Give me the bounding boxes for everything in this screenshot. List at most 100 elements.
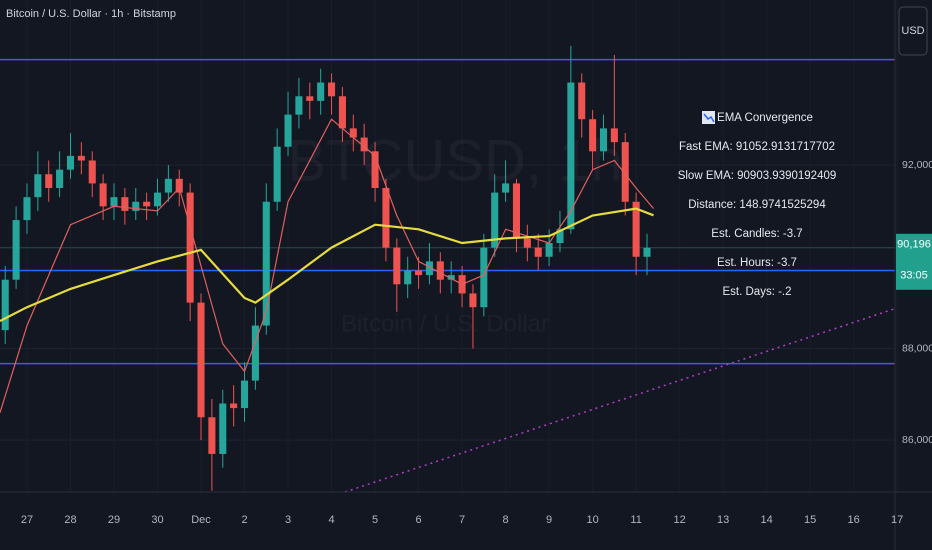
- candle-body: [230, 403, 238, 409]
- candle: [45, 160, 53, 202]
- candle: [589, 110, 597, 170]
- info-line: Slow EMA: 90903.9390192409: [678, 170, 837, 182]
- candle: [643, 233, 651, 276]
- candle: [512, 178, 520, 253]
- candle: [610, 55, 618, 156]
- candle: [415, 256, 423, 289]
- candle-body: [436, 261, 444, 280]
- candle-body: [77, 155, 85, 161]
- x-tick-label: 13: [717, 514, 729, 526]
- x-tick-label: 15: [804, 514, 816, 526]
- candle: [632, 192, 640, 276]
- candle-body: [56, 169, 64, 188]
- x-tick-label: 29: [108, 514, 120, 526]
- currency-label[interactable]: USD: [901, 25, 924, 37]
- candle-body: [132, 201, 140, 211]
- info-panel: EMA Convergence Fast EMA: 91052.913171770…: [678, 112, 837, 298]
- info-line: Fast EMA: 91052.9131717702: [679, 141, 835, 153]
- candle: [1, 265, 9, 344]
- candle-body: [502, 183, 510, 193]
- candle-body: [643, 247, 651, 257]
- candle: [273, 128, 281, 211]
- candle-body: [578, 82, 586, 120]
- candle-body: [99, 183, 107, 207]
- candle-body: [45, 174, 53, 188]
- candle-body: [110, 197, 118, 207]
- candle: [66, 132, 75, 179]
- candle-body: [491, 192, 499, 248]
- candle: [132, 187, 140, 221]
- candle-body: [599, 128, 608, 152]
- trendline: [344, 307, 896, 493]
- info-line: Est. Hours: -3.7: [717, 257, 797, 269]
- candle-body: [512, 183, 520, 239]
- x-tick-label: 3: [285, 514, 291, 526]
- candle: [197, 293, 205, 441]
- x-tick-label: 2: [241, 514, 247, 526]
- icon-bg: [702, 111, 715, 124]
- icon-line: [703, 113, 715, 123]
- candle-body: [317, 82, 325, 101]
- x-tick-label: 12: [674, 514, 686, 526]
- candle-body: [545, 243, 553, 257]
- info-line: Distance: 148.9741525294: [688, 199, 826, 211]
- info-line: Est. Days: -.2: [722, 286, 791, 298]
- candle-body: [338, 96, 346, 129]
- candle: [153, 178, 162, 216]
- candle: [77, 142, 85, 175]
- candle-body: [273, 146, 281, 202]
- candle-body: [480, 247, 488, 308]
- currency-button[interactable]: [898, 6, 928, 56]
- x-tick-label: 11: [630, 514, 641, 526]
- x-tick-label: 16: [848, 514, 860, 526]
- candle-body: [143, 201, 151, 207]
- x-tick-label: 5: [372, 514, 378, 526]
- last-price-label: 90,196: [897, 239, 931, 251]
- candle-body: [415, 270, 423, 276]
- candle-body: [360, 137, 368, 152]
- candle-body: [175, 178, 183, 193]
- last-price-box: [896, 233, 932, 290]
- candle: [12, 206, 20, 289]
- candle-body: [425, 261, 433, 276]
- candle: [425, 243, 433, 285]
- candle: [208, 398, 216, 491]
- candle-body: [153, 192, 162, 207]
- candle-body: [240, 380, 249, 409]
- candle-body: [219, 403, 227, 454]
- candle-body: [589, 119, 597, 152]
- candle: [284, 91, 292, 156]
- candle: [88, 151, 96, 198]
- chart-title: Bitcoin / U.S. Dollar · 1h · Bitstamp: [6, 8, 176, 20]
- candle-body: [447, 275, 455, 280]
- candle: [349, 114, 357, 152]
- candle-body: [306, 96, 314, 101]
- candle: [382, 178, 390, 262]
- candle: [523, 224, 531, 262]
- candle: [371, 142, 379, 202]
- candle: [447, 261, 455, 294]
- candle: [317, 68, 325, 115]
- candle: [164, 165, 172, 202]
- candle-body: [262, 201, 270, 326]
- candle: [469, 284, 477, 349]
- candle: [121, 187, 129, 225]
- x-tick-label: 6: [416, 514, 422, 526]
- candle: [306, 82, 314, 120]
- candle-body: [404, 270, 412, 285]
- candle-body: [328, 82, 336, 97]
- candle-body: [295, 96, 303, 115]
- candle-body: [393, 247, 401, 285]
- x-tick-label: Dec: [191, 514, 211, 526]
- plot-area: [0, 45, 896, 493]
- slow-ema-line: [0, 207, 654, 322]
- x-tick-label: 4: [328, 514, 334, 526]
- candle: [56, 151, 64, 198]
- watermark-symbol: BTCUSD, 1h: [287, 128, 622, 193]
- candle-body: [208, 417, 216, 454]
- candle-body: [610, 128, 618, 143]
- x-tick-label: 8: [503, 514, 509, 526]
- candle: [599, 114, 608, 161]
- candle-body: [34, 174, 42, 198]
